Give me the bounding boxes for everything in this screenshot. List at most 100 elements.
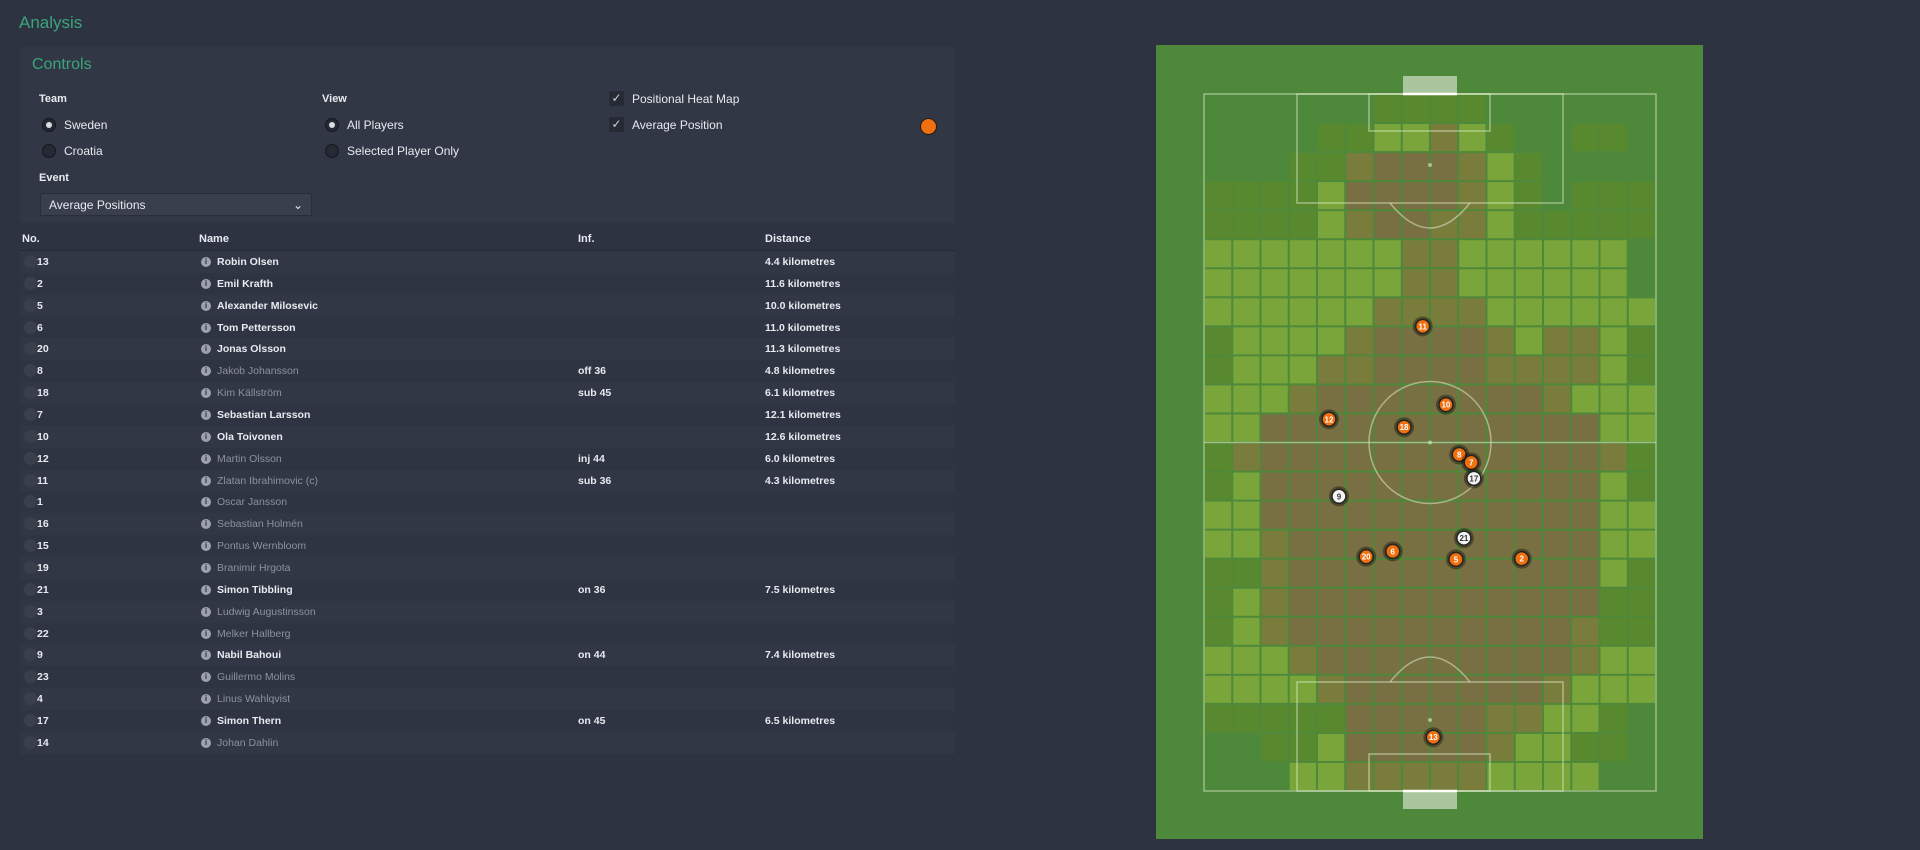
info-icon[interactable]: i <box>201 737 211 748</box>
view-radio-all-players[interactable]: All Players <box>325 118 404 132</box>
info-icon[interactable]: i <box>201 563 211 574</box>
player-name[interactable]: Alexander Milosevic <box>217 299 318 312</box>
player-name[interactable]: Melker Hallberg <box>217 627 291 640</box>
info-icon[interactable]: i <box>201 475 211 486</box>
player-name[interactable]: Jonas Olsson <box>217 343 286 356</box>
select-player-icon[interactable] <box>24 429 37 443</box>
player-name[interactable]: Linus Wahlqvist <box>217 693 291 706</box>
select-player-icon[interactable] <box>24 495 37 509</box>
team-radio-sweden[interactable]: Sweden <box>42 118 107 132</box>
info-icon[interactable]: i <box>201 497 211 508</box>
select-player-icon[interactable] <box>24 255 37 268</box>
select-player-icon[interactable] <box>24 648 37 662</box>
table-row[interactable]: 19 i Branimir Hrgota <box>20 557 955 579</box>
table-row[interactable]: 20 i Jonas Olsson 11.3 kilometres <box>20 338 955 361</box>
player-name[interactable]: Johan Dahlin <box>217 736 279 749</box>
table-row[interactable]: 10 i Ola Toivonen 12.6 kilometres <box>20 425 955 448</box>
event-dropdown[interactable]: Average Positions ⌄ <box>40 193 312 216</box>
player-name[interactable]: Martin Olsson <box>217 452 282 465</box>
player-name[interactable]: Simon Tibbling <box>217 583 293 596</box>
team-color-swatch[interactable] <box>920 118 937 135</box>
player-name[interactable]: Sebastian Holmén <box>217 518 303 531</box>
header-distance[interactable]: Distance <box>765 233 811 245</box>
player-name[interactable]: Zlatan Ibrahimovic (c) <box>217 474 318 487</box>
player-name[interactable]: Kim Källström <box>217 387 282 400</box>
select-player-icon[interactable] <box>24 342 37 356</box>
header-inf[interactable]: Inf. <box>578 233 595 245</box>
table-row[interactable]: 14 i Johan Dahlin <box>20 731 955 754</box>
table-row[interactable]: 4 i Linus Wahlqvist <box>20 688 955 711</box>
table-row[interactable]: 3 i Ludwig Augustinsson <box>20 600 955 623</box>
table-row[interactable]: 18 i Kim Källström sub 45 6.1 kilometres <box>20 382 955 405</box>
info-icon[interactable]: i <box>201 541 211 552</box>
table-row[interactable]: 17 i Simon Thern on 45 6.5 kilometres <box>20 710 955 732</box>
select-player-icon[interactable] <box>24 386 37 400</box>
player-name[interactable]: Tom Pettersson <box>217 321 296 334</box>
table-row[interactable]: 16 i Sebastian Holmén <box>20 513 955 536</box>
player-name[interactable]: Emil Krafth <box>217 277 274 290</box>
select-player-icon[interactable] <box>24 517 37 531</box>
info-icon[interactable]: i <box>201 519 211 530</box>
table-row[interactable]: 23 i Guillermo Molins <box>20 666 955 689</box>
table-row[interactable]: 15 i Pontus Wernbloom <box>20 535 955 558</box>
select-player-icon[interactable] <box>24 298 37 312</box>
info-icon[interactable]: i <box>201 584 211 595</box>
select-player-icon[interactable] <box>24 735 37 749</box>
table-row[interactable]: 5 i Alexander Milosevic 10.0 kilometres <box>20 294 955 317</box>
average-position-checkbox[interactable]: ✓ Average Position <box>609 117 723 132</box>
info-icon[interactable]: i <box>201 410 211 421</box>
player-name[interactable]: Jakob Johansson <box>217 365 299 378</box>
info-icon[interactable]: i <box>201 257 211 267</box>
info-icon[interactable]: i <box>201 694 211 705</box>
heat-map-checkbox[interactable]: ✓ Positional Heat Map <box>609 91 739 106</box>
header-no[interactable]: No. <box>22 233 40 245</box>
table-row[interactable]: 13 i Robin Olsen 4.4 kilometres <box>20 251 955 273</box>
player-name[interactable]: Sebastian Larsson <box>217 409 311 422</box>
select-player-icon[interactable] <box>24 320 37 334</box>
select-player-icon[interactable] <box>24 561 37 575</box>
table-row[interactable]: 1 i Oscar Jansson <box>20 491 955 514</box>
player-name[interactable]: Branimir Hrgota <box>217 562 291 575</box>
player-name[interactable]: Ola Toivonen <box>217 430 283 443</box>
select-player-icon[interactable] <box>24 714 37 728</box>
select-player-icon[interactable] <box>24 670 37 684</box>
select-player-icon[interactable] <box>24 364 37 378</box>
table-row[interactable]: 6 i Tom Pettersson 11.0 kilometres <box>20 316 955 339</box>
info-icon[interactable]: i <box>201 322 211 333</box>
select-player-icon[interactable] <box>24 276 37 290</box>
select-player-icon[interactable] <box>24 626 37 640</box>
player-name[interactable]: Oscar Jansson <box>217 496 288 509</box>
table-row[interactable]: 7 i Sebastian Larsson 12.1 kilometres <box>20 404 955 426</box>
select-player-icon[interactable] <box>24 604 37 618</box>
table-row[interactable]: 12 i Martin Olsson inj 44 6.0 kilometres <box>20 447 955 470</box>
player-name[interactable]: Guillermo Molins <box>217 671 296 684</box>
header-name[interactable]: Name <box>199 233 229 245</box>
table-row[interactable]: 21 i Simon Tibbling on 36 7.5 kilometres <box>20 578 955 601</box>
table-row[interactable]: 2 i Emil Krafth 11.6 kilometres <box>20 272 955 295</box>
team-radio-croatia[interactable]: Croatia <box>42 144 103 158</box>
info-icon[interactable]: i <box>201 628 211 639</box>
select-player-icon[interactable] <box>24 451 37 465</box>
info-icon[interactable]: i <box>201 716 211 727</box>
player-name[interactable]: Simon Thern <box>217 715 282 728</box>
info-icon[interactable]: i <box>201 650 211 661</box>
table-row[interactable]: 8 i Jakob Johansson off 36 4.8 kilometres <box>20 360 955 383</box>
info-icon[interactable]: i <box>201 388 211 399</box>
select-player-icon[interactable] <box>24 692 37 706</box>
info-icon[interactable]: i <box>201 606 211 617</box>
select-player-icon[interactable] <box>24 473 37 487</box>
view-radio-selected-player[interactable]: Selected Player Only <box>325 144 459 158</box>
info-icon[interactable]: i <box>201 453 211 464</box>
info-icon[interactable]: i <box>201 300 211 311</box>
player-name[interactable]: Nabil Bahoui <box>217 649 282 662</box>
select-player-icon[interactable] <box>24 582 37 596</box>
info-icon[interactable]: i <box>201 366 211 377</box>
player-name[interactable]: Robin Olsen <box>217 256 279 268</box>
table-row[interactable]: 9 i Nabil Bahoui on 44 7.4 kilometres <box>20 644 955 667</box>
table-row[interactable]: 22 i Melker Hallberg <box>20 622 955 645</box>
info-icon[interactable]: i <box>201 278 211 289</box>
select-player-icon[interactable] <box>24 408 37 422</box>
select-player-icon[interactable] <box>24 539 37 553</box>
table-row[interactable]: 11 i Zlatan Ibrahimovic (c) sub 36 4.3 kilom… <box>20 469 955 492</box>
player-name[interactable]: Ludwig Augustinsson <box>217 605 316 618</box>
